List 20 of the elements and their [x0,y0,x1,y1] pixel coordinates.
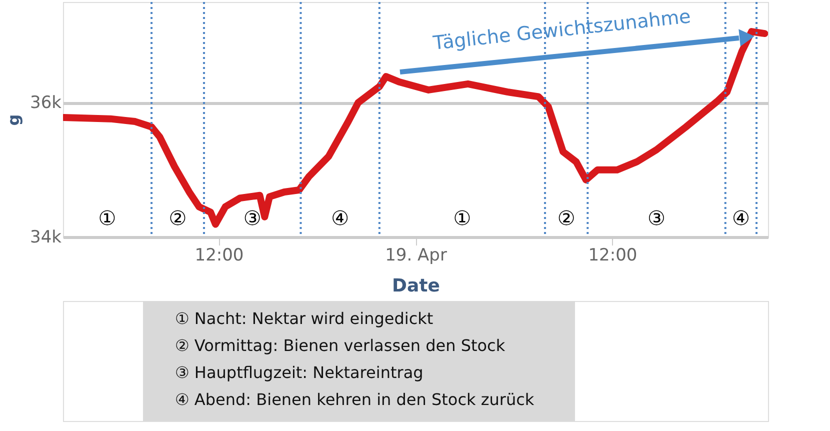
annotation: ② [168,206,187,230]
text: ③ Hauptflugzeit: Nektareintrag [175,363,424,382]
y-tick-label: 36k [30,93,62,114]
y-axis-title: g [4,114,24,126]
annotation: ② [557,206,576,230]
x-tick-label: 19. Apr [385,246,447,266]
text: ① Nacht: Nektar wird eingedickt [175,309,434,328]
text: ② Vormittag: Bienen verlassen den Stock [175,336,506,355]
annotation: Tägliche Gewichtszunahme [431,6,692,55]
x-tick-label: 12:00 [194,246,244,266]
annotation: ④ [732,206,750,230]
text: ④ Abend: Bienen kehren in den Stock zurück [175,390,535,409]
annotation: ① [453,206,472,230]
annotation: ④ [331,206,350,230]
x-tick-label: 12:00 [588,246,638,266]
annotation: ③ [648,206,666,230]
annotation: ① [98,206,116,230]
x-axis-title: Date [392,276,440,296]
y-tick-label: 34k [30,228,62,248]
annotation: ③ [243,206,262,230]
